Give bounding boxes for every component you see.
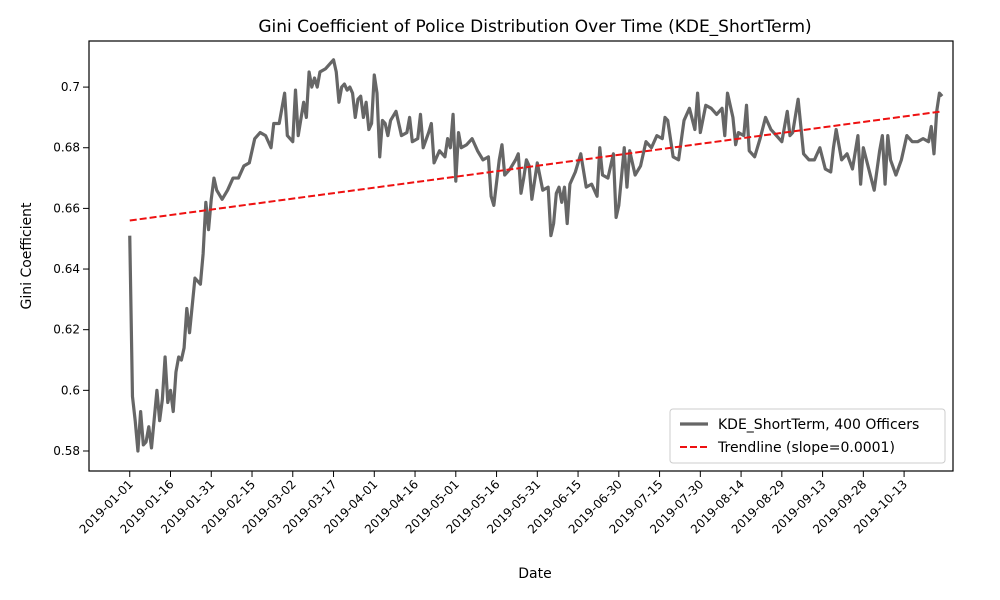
- legend-label: Trendline (slope=0.0001): [717, 440, 895, 456]
- plot-frame: [88, 40, 954, 472]
- y-tick-label: 0.66: [53, 201, 80, 215]
- y-axis-label: Gini Coefficient: [19, 202, 35, 310]
- y-tick-label: 0.62: [53, 323, 80, 337]
- legend-box: [669, 408, 946, 464]
- y-tick-label: 0.7: [61, 80, 80, 94]
- legend: KDE_ShortTerm, 400 Officers Trendline (sl…: [669, 408, 946, 464]
- data-line: [129, 110, 943, 222]
- data-line: [128, 58, 944, 453]
- y-tick-label: 0.58: [53, 444, 80, 458]
- legend-label: KDE_ShortTerm, 400 Officers: [718, 417, 919, 433]
- chart-title: Gini Coefficient of Police Distribution …: [258, 17, 811, 37]
- y-tick-label: 0.64: [53, 262, 80, 276]
- x-axis-label: Date: [518, 566, 551, 582]
- y-tick-label: 0.68: [53, 141, 80, 155]
- y-tick-label: 0.6: [61, 383, 80, 397]
